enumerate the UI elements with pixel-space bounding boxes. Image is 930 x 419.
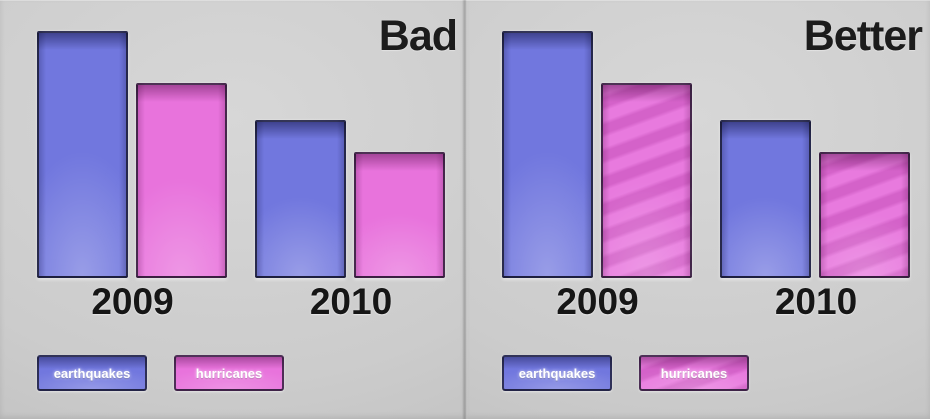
x-axis-label-2010: 2010 xyxy=(774,281,858,322)
legend: earthquakes hurricanes xyxy=(465,0,930,419)
bar-hurricanes-2010 xyxy=(354,152,445,278)
panel-divider xyxy=(462,0,468,419)
bar-earthquakes-2010 xyxy=(720,120,811,278)
bar-earthquakes-2009 xyxy=(37,31,128,278)
bar-chart-bad xyxy=(37,31,445,278)
bar-hurricanes-2009 xyxy=(601,83,692,278)
legend-swatch-earthquakes: earthquakes xyxy=(37,355,147,391)
legend-swatch-hurricanes: hurricanes xyxy=(174,355,284,391)
bar-earthquakes-2009 xyxy=(502,31,593,278)
bar-hurricanes-2010 xyxy=(819,152,910,278)
x-axis-label-2009: 2009 xyxy=(556,281,639,322)
panel-title: Bad xyxy=(378,12,458,60)
bar-hurricanes-2009 xyxy=(136,83,227,278)
bar-earthquakes-2010 xyxy=(255,120,346,278)
legend-swatch-hurricanes: hurricanes xyxy=(639,355,749,391)
bar-chart-better xyxy=(465,0,930,419)
x-axis-label-2009: 2009 xyxy=(91,281,174,322)
x-axis-label-2010: 2010 xyxy=(309,281,393,322)
legend-swatch-earthquakes: earthquakes xyxy=(502,355,612,391)
panel-title: Better xyxy=(803,12,923,60)
legend: earthquakes hurricanes xyxy=(37,355,284,391)
panel-better: Better 2009 2010 earthquakes hurricanes xyxy=(465,0,930,419)
panel-bad: Bad 2009 2010 earthquakes hurricanes xyxy=(0,0,465,419)
